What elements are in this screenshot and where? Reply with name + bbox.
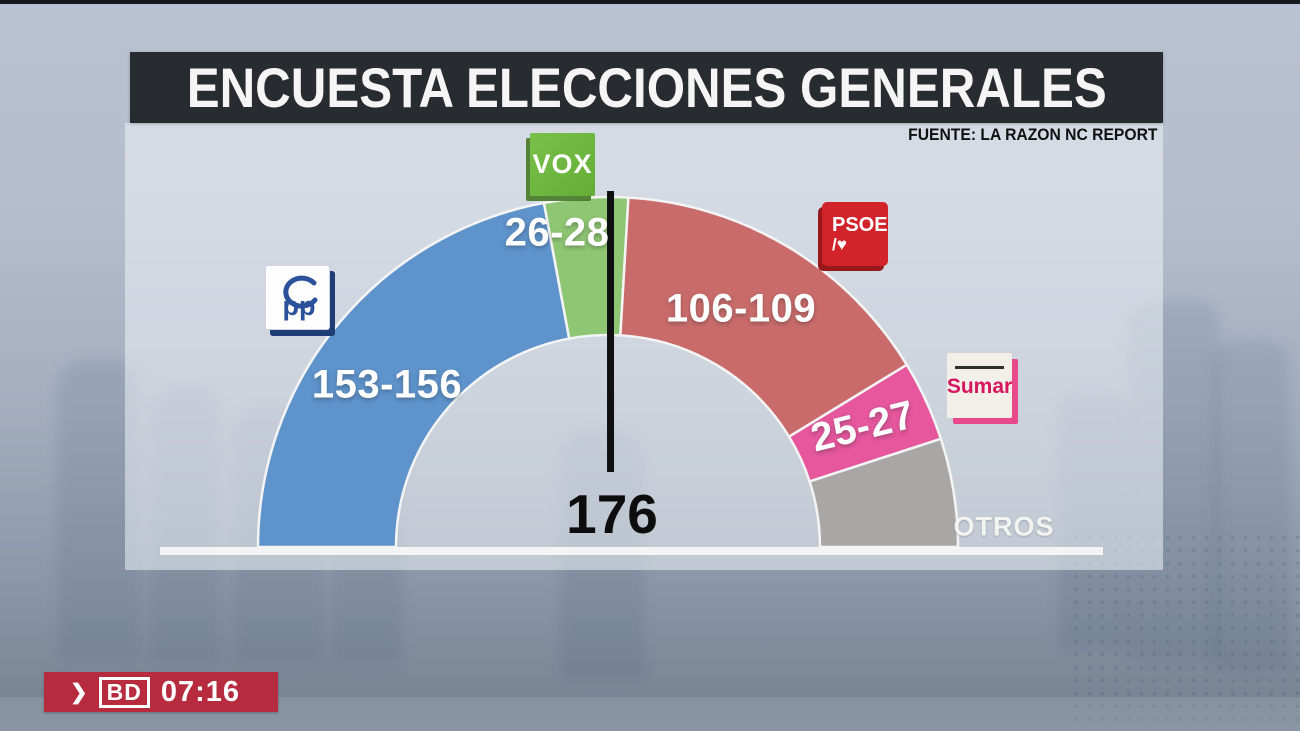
sumar-logo: Sumar <box>947 353 1012 418</box>
channel-badge: BD <box>98 676 150 708</box>
channel-time-bug: ❯ BD 07:16 <box>44 672 278 712</box>
otros-label: OTROS <box>953 511 1055 542</box>
vox-logo: VOX <box>530 133 595 196</box>
chevron-right-icon: ❯ <box>70 680 88 704</box>
psoe-heart-icon: /♥ <box>832 234 847 254</box>
source-credit: FUENTE: LA RAZON NC REPORT <box>907 126 1157 144</box>
pp-gaviota-icon: pp <box>282 275 317 321</box>
sumar-logo-text: Sumar <box>946 375 1013 398</box>
page-title: ENCUESTA ELECCIONES GENERALES <box>186 56 1107 119</box>
clock-time: 07:16 <box>160 675 241 708</box>
vox-logo-text: VOX <box>532 149 593 179</box>
seat-range-psoe: 106-109 <box>665 286 817 331</box>
svg-text:pp: pp <box>282 291 315 321</box>
seat-range-vox: 26-28 <box>504 210 610 255</box>
title-bar: ENCUESTA ELECCIONES GENERALES <box>130 52 1163 123</box>
crowd-silhouette <box>1212 340 1290 670</box>
psoe-logo: PSOE /♥ <box>822 202 888 266</box>
psoe-logo-text: PSOE <box>832 213 888 236</box>
top-strip <box>0 0 1300 4</box>
sumar-logo-bar <box>955 366 1004 369</box>
seat-range-pp: 153-156 <box>311 362 463 407</box>
majority-label: 176 <box>566 483 658 545</box>
pp-logo: pp <box>265 265 330 330</box>
